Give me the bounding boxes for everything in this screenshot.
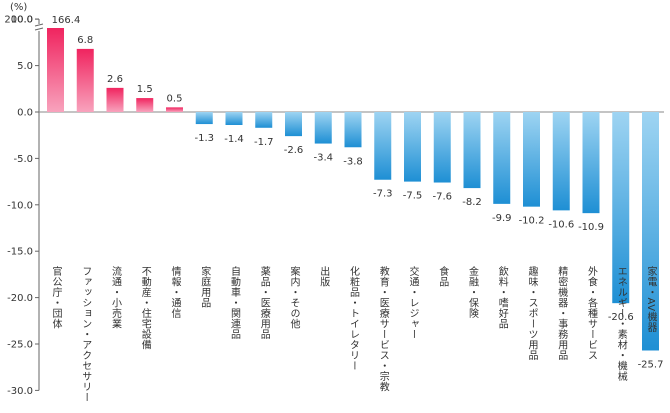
bar [493, 112, 511, 204]
bar [404, 112, 421, 182]
category-label: 化粧品・トイレタリー [348, 265, 360, 371]
data-label: -9.9 [492, 213, 512, 224]
bar [225, 112, 243, 125]
data-label: -10.9 [578, 222, 604, 233]
category-label: 飲料・嗜好品 [496, 265, 508, 330]
data-label: -25.7 [638, 359, 664, 370]
category-label: 金融・保険 [467, 265, 479, 319]
category-label: 薬品・医療用品 [258, 266, 270, 340]
axis-break-mark [34, 23, 44, 31]
bars [47, 28, 659, 351]
data-label: -20.6 [608, 312, 634, 323]
bar [76, 48, 94, 112]
y-axis-unit-label: (%) [10, 2, 27, 13]
data-label: 1.5 [137, 84, 153, 95]
category-label: 家庭用品 [199, 265, 211, 309]
category-label: 自動車・関連品 [229, 265, 241, 340]
data-label: 6.8 [77, 35, 93, 46]
y-tick-label: -5.0 [13, 154, 33, 165]
bar [552, 112, 570, 211]
data-label: -7.5 [403, 191, 423, 202]
category-label: 交通・レジャー [407, 265, 419, 340]
category-label: 出版 [318, 265, 330, 288]
category-labels: 官公庁・団体 ファッション・アクセサリー 流通・小売業 不動産・住宅設備 情報・通信 家庭… [50, 265, 657, 403]
data-label: -3.8 [343, 156, 363, 167]
bar [314, 112, 332, 144]
data-labels: 166.4 6.8 2.6 1.5 0.5 -1.3 -1.4 -1.7 -2.6 -3.4 -3.… [52, 15, 664, 370]
y-tick-label: -30.0 [7, 386, 33, 397]
category-label: ファッション・アクセサリー [80, 266, 92, 403]
data-label: -1.3 [194, 133, 214, 144]
bar [433, 112, 451, 183]
data-label: 2.6 [107, 74, 123, 85]
bar [47, 28, 64, 112]
category-label: 教育・医療サービス・宗教 [377, 265, 389, 393]
category-label: 精密機器・事務用品 [556, 265, 568, 361]
data-label: 0.5 [167, 93, 183, 104]
bar [285, 112, 302, 137]
y-tick-label: 0.0 [17, 108, 33, 119]
data-label: -10.6 [548, 219, 574, 230]
data-label: -7.6 [432, 192, 452, 203]
category-label: 食品 [437, 265, 449, 288]
category-label: 官公庁・団体 [50, 265, 62, 330]
data-label: -3.4 [313, 153, 333, 164]
bar [642, 112, 659, 351]
bar [195, 112, 213, 125]
y-tick-label: 10.0 [11, 15, 33, 26]
category-label: 情報・通信 [169, 265, 181, 319]
y-tick-label: -10.0 [7, 200, 33, 211]
y-tick-label: -15.0 [7, 247, 33, 258]
data-label: -8.2 [462, 197, 482, 208]
y-tick-label: 200.0 [4, 15, 33, 26]
data-label: -1.7 [254, 137, 274, 148]
y-tick-label: -20.0 [7, 293, 33, 304]
data-label: -2.6 [284, 145, 304, 156]
y-tick-label: 5.0 [17, 61, 33, 72]
category-label: 案内・その他 [288, 265, 300, 330]
data-label: 166.4 [52, 15, 81, 26]
bar [612, 112, 630, 304]
bar [136, 98, 154, 112]
bar [344, 112, 362, 148]
category-label: 趣味・スポーツ用品 [526, 265, 538, 361]
y-tick-label: -25.0 [7, 340, 33, 351]
bar [166, 107, 183, 112]
category-label: 流通・小売業 [110, 265, 122, 330]
bar [106, 87, 124, 112]
category-label: 家電・AV機器 [645, 265, 657, 333]
data-label: -1.4 [224, 134, 244, 145]
bar [374, 112, 392, 180]
bar [463, 112, 481, 189]
category-label: エネルギー・素材・機械 [615, 266, 627, 382]
bar [582, 112, 600, 214]
bar [255, 112, 273, 128]
bar [523, 112, 540, 207]
category-label: 不動産・住宅設備 [139, 266, 151, 350]
data-label: -7.3 [373, 189, 393, 200]
category-label: 外食・各種サービス [586, 266, 598, 361]
data-label: -10.2 [519, 216, 545, 227]
